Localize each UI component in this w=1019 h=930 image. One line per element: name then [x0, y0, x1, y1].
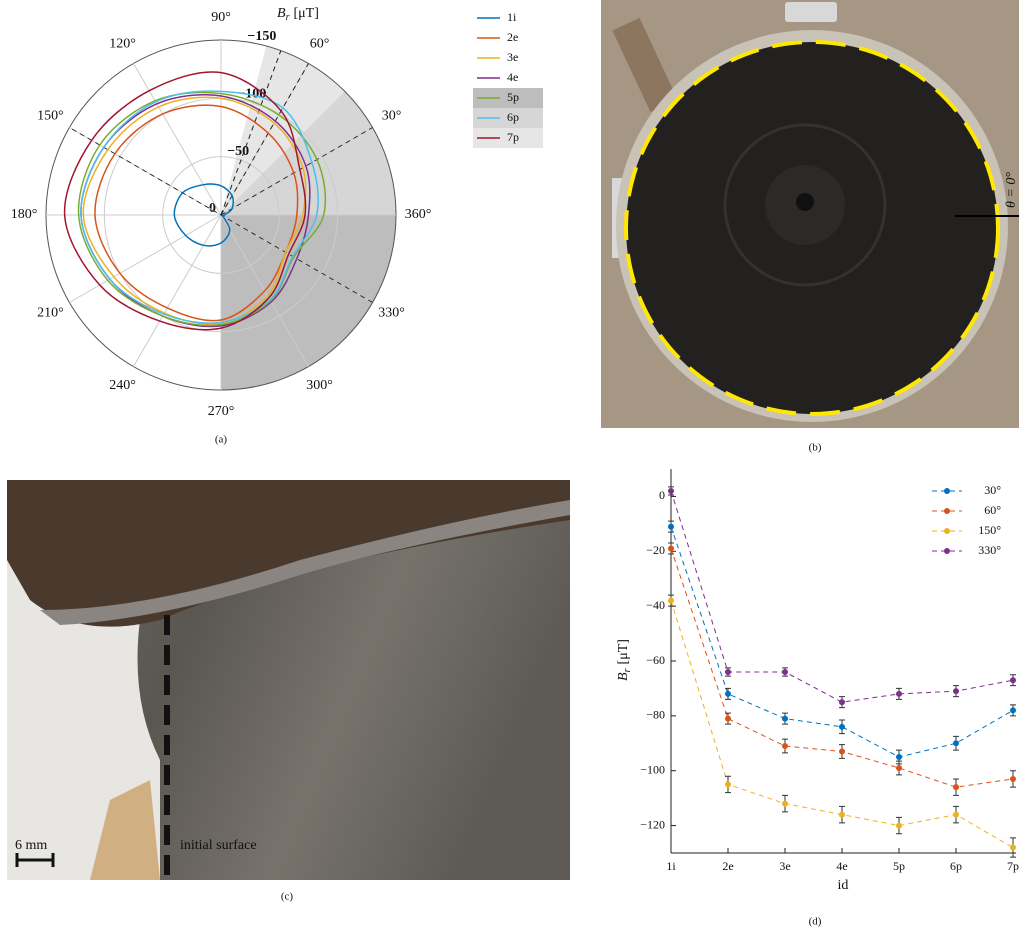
theta-tick-label: 60°	[310, 37, 330, 52]
point	[953, 784, 959, 790]
label-subscript: r	[286, 12, 290, 23]
theta-tick-label: 210°	[37, 306, 64, 321]
point	[1010, 845, 1016, 851]
point	[668, 488, 674, 494]
point	[782, 743, 788, 749]
caption: (d)	[809, 916, 822, 928]
point	[725, 781, 731, 787]
scale-label: 6 mm	[15, 838, 47, 853]
point	[896, 754, 902, 760]
caption: (a)	[215, 434, 228, 446]
point	[839, 699, 845, 705]
x-axis-label: id	[838, 878, 849, 893]
legend-label: 150°	[978, 523, 1001, 537]
spoke	[69, 215, 221, 303]
point	[896, 691, 902, 697]
theta-tick-label: 120°	[109, 37, 136, 52]
point	[1010, 776, 1016, 782]
y-tick-label: −120	[640, 817, 665, 831]
theta-tick-label: 360°	[405, 207, 432, 222]
figure: θ = 0° (b) 6 mm initial surface (c) 0−50…	[0, 0, 1019, 930]
caption: (c)	[281, 891, 294, 903]
angle-label: θ = 0°	[1004, 172, 1019, 208]
r-axis-label: Br[μT]	[277, 6, 319, 23]
y-axis-label: Br[μT]	[616, 639, 633, 681]
point	[668, 524, 674, 530]
point	[839, 749, 845, 755]
point	[839, 812, 845, 818]
theta-tick-label: 240°	[109, 378, 136, 393]
x-tick-label: 7p	[1007, 859, 1019, 873]
x-tick-label: 3e	[779, 859, 790, 873]
label-unit: [μT]	[616, 639, 631, 664]
legend-marker	[944, 528, 950, 534]
caption: (b)	[809, 442, 822, 454]
point	[725, 691, 731, 697]
y-tick-label: −100	[640, 762, 665, 776]
surface-label: initial surface	[180, 838, 257, 853]
point	[1010, 677, 1016, 683]
y-tick-label: −40	[646, 598, 665, 612]
point	[953, 740, 959, 746]
polar-chart: 0−50−100−150360°30°60°90°120°150°180°210…	[11, 6, 543, 445]
legend-label: 30°	[984, 483, 1001, 497]
theta-tick-label: 270°	[208, 404, 235, 419]
point	[1010, 707, 1016, 713]
legend-label: 330°	[978, 543, 1001, 557]
spoke	[134, 215, 222, 367]
theta-tick-label: 90°	[211, 10, 231, 25]
legend-marker	[944, 508, 950, 514]
x-tick-label: 1i	[666, 859, 676, 873]
point	[839, 724, 845, 730]
y-tick-label: −60	[646, 653, 665, 667]
point	[668, 546, 674, 552]
point	[725, 716, 731, 722]
legend-label: 4e	[507, 70, 518, 84]
point	[782, 669, 788, 675]
legend-label: 1i	[507, 10, 517, 24]
point	[782, 801, 788, 807]
label-unit: [μT]	[293, 6, 318, 21]
legend-marker	[944, 548, 950, 554]
point	[896, 823, 902, 829]
theta-tick-label: 30°	[382, 109, 402, 124]
y-tick-label: −80	[646, 708, 665, 722]
x-tick-label: 5p	[893, 859, 905, 873]
theta-tick-label: 180°	[11, 207, 38, 222]
point	[953, 812, 959, 818]
point	[668, 598, 674, 604]
legend-label: 3e	[507, 50, 518, 64]
legend-label: 6p	[507, 110, 519, 124]
legend-label: 7p	[507, 130, 519, 144]
legend-marker	[944, 488, 950, 494]
x-tick-label: 6p	[950, 859, 962, 873]
legend-label: 5p	[507, 90, 519, 104]
x-tick-label: 4e	[836, 859, 847, 873]
y-tick-label: 0	[659, 488, 665, 502]
spoke	[134, 63, 222, 215]
point	[782, 716, 788, 722]
photo-c: 6 mm initial surface	[7, 480, 570, 880]
y-tick-label: −20	[646, 543, 665, 557]
label-subscript: r	[622, 668, 633, 672]
point	[896, 765, 902, 771]
r-tick-label: −150	[247, 29, 276, 44]
legend-label: 60°	[984, 503, 1001, 517]
photo-b: θ = 0°	[601, 0, 1019, 428]
legend-label: 2e	[507, 30, 518, 44]
series-line	[671, 491, 1013, 702]
x-tick-label: 2e	[722, 859, 733, 873]
theta-tick-label: 300°	[306, 378, 333, 393]
point	[725, 669, 731, 675]
sector-shade	[221, 215, 396, 390]
theta-tick-label: 150°	[37, 109, 64, 124]
point	[953, 688, 959, 694]
theta-tick-label: 330°	[378, 306, 405, 321]
